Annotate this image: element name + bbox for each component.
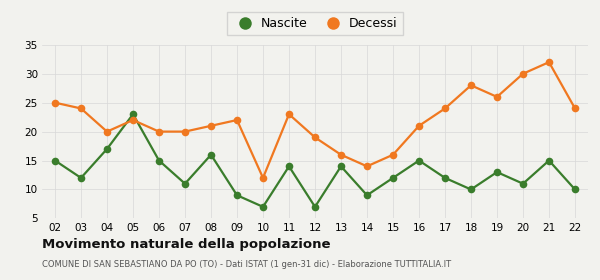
Decessi (389, 153, 397, 157)
Decessi (286, 113, 293, 116)
Nascite (77, 176, 85, 179)
Legend: Nascite, Decessi: Nascite, Decessi (227, 12, 403, 35)
Nascite (415, 159, 422, 162)
Nascite (467, 188, 475, 191)
Nascite (259, 205, 266, 209)
Decessi (364, 165, 371, 168)
Nascite (364, 193, 371, 197)
Decessi (52, 101, 59, 104)
Nascite (130, 113, 137, 116)
Decessi (520, 72, 527, 75)
Decessi (571, 107, 578, 110)
Nascite (337, 165, 344, 168)
Decessi (208, 124, 215, 127)
Decessi (467, 84, 475, 87)
Text: Movimento naturale della popolazione: Movimento naturale della popolazione (42, 238, 331, 251)
Nascite (571, 188, 578, 191)
Nascite (103, 147, 110, 151)
Nascite (389, 176, 397, 179)
Decessi (311, 136, 319, 139)
Decessi (155, 130, 163, 133)
Nascite (520, 182, 527, 185)
Nascite (286, 165, 293, 168)
Decessi (337, 153, 344, 157)
Nascite (181, 182, 188, 185)
Nascite (52, 159, 59, 162)
Decessi (442, 107, 449, 110)
Decessi (77, 107, 85, 110)
Decessi (130, 118, 137, 122)
Nascite (155, 159, 163, 162)
Nascite (545, 159, 553, 162)
Nascite (311, 205, 319, 209)
Nascite (208, 153, 215, 157)
Decessi (259, 176, 266, 179)
Nascite (233, 193, 241, 197)
Nascite (442, 176, 449, 179)
Line: Decessi: Decessi (51, 58, 579, 182)
Line: Nascite: Nascite (51, 110, 579, 211)
Decessi (493, 95, 500, 99)
Decessi (181, 130, 188, 133)
Nascite (493, 171, 500, 174)
Decessi (415, 124, 422, 127)
Decessi (103, 130, 110, 133)
Decessi (233, 118, 241, 122)
Text: COMUNE DI SAN SEBASTIANO DA PO (TO) - Dati ISTAT (1 gen-31 dic) - Elaborazione T: COMUNE DI SAN SEBASTIANO DA PO (TO) - Da… (42, 260, 451, 269)
Decessi (545, 60, 553, 64)
